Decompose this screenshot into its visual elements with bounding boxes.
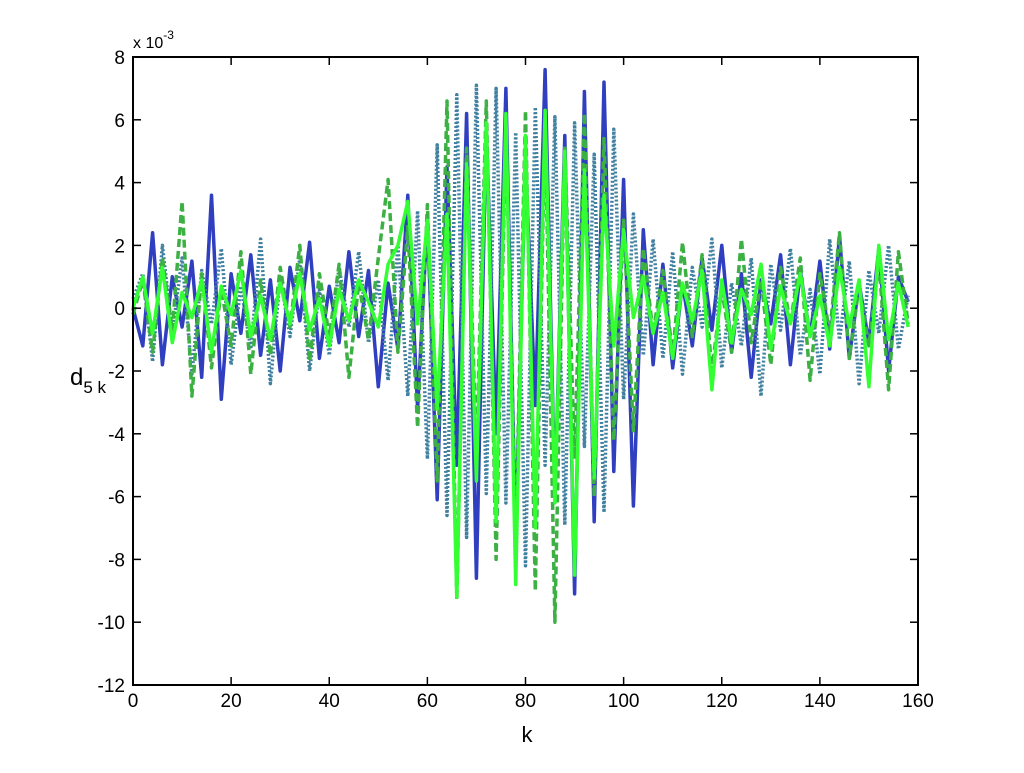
y-multiplier-exponent: -3 bbox=[163, 28, 174, 42]
y-tick-label: -4 bbox=[108, 425, 125, 446]
x-tick-label: 80 bbox=[515, 691, 536, 712]
y-multiplier-base: x 10 bbox=[133, 35, 163, 52]
y-tick-label: 6 bbox=[114, 111, 125, 132]
x-tick-label: 0 bbox=[128, 691, 139, 712]
y-tick-label: 4 bbox=[114, 174, 125, 195]
x-axis-label: k bbox=[522, 722, 534, 747]
y-axis-label-subscript: 5 k bbox=[83, 378, 106, 397]
x-tick-label: 20 bbox=[221, 691, 242, 712]
y-axis-label: d5 k bbox=[70, 364, 107, 397]
x-tick-label: 40 bbox=[319, 691, 340, 712]
y-tick-label: -12 bbox=[98, 676, 125, 697]
x-tick-label: 140 bbox=[804, 691, 836, 712]
y-tick-label: -10 bbox=[98, 613, 125, 634]
x-tick-label: 120 bbox=[706, 691, 738, 712]
data-line bbox=[131, 83, 910, 568]
y-tick-label: -8 bbox=[108, 550, 125, 571]
y-tick-label: 0 bbox=[114, 299, 125, 320]
y-tick-label: -2 bbox=[108, 362, 125, 383]
x-tick-label: 100 bbox=[608, 691, 640, 712]
x-tick-label: 160 bbox=[902, 691, 934, 712]
y-tick-label: 8 bbox=[114, 48, 125, 69]
data-line bbox=[131, 108, 910, 599]
y-tick-label: 2 bbox=[114, 236, 125, 257]
x-tick-label: 60 bbox=[417, 691, 438, 712]
y-axis-label-main: d bbox=[70, 364, 83, 391]
y-tick-label: -6 bbox=[108, 488, 125, 509]
y-multiplier: x 10-3 bbox=[133, 28, 174, 52]
